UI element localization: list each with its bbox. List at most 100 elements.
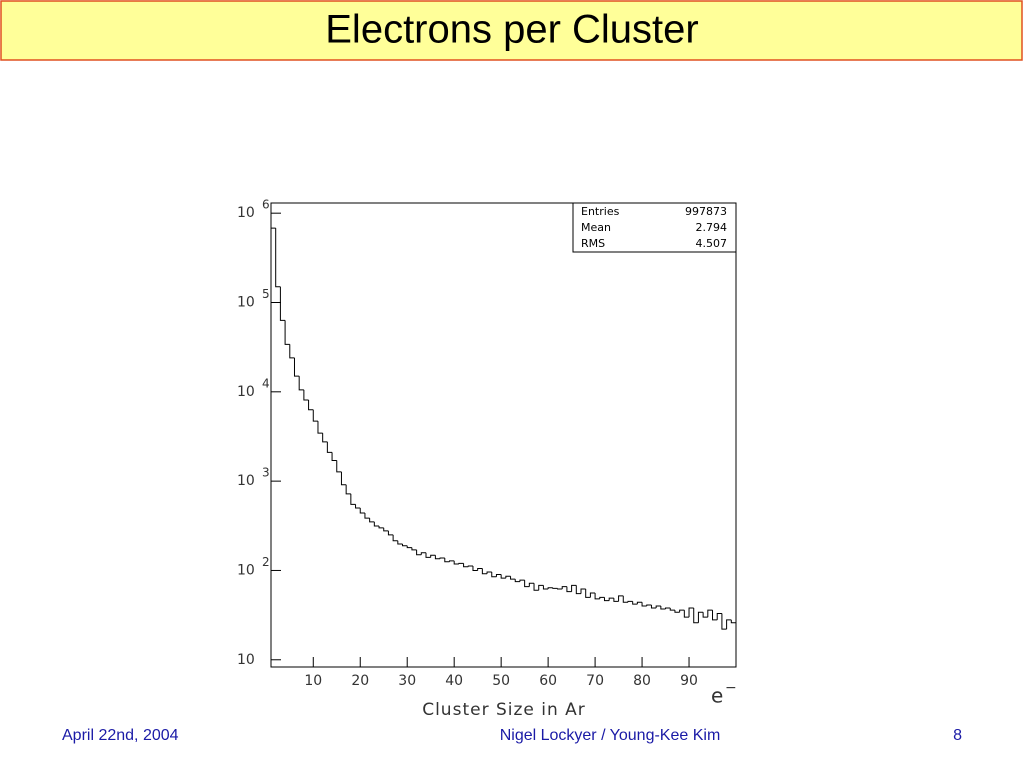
histogram-bin bbox=[387, 530, 394, 536]
histogram-bin bbox=[566, 586, 572, 593]
histogram-bin bbox=[533, 583, 539, 591]
histogram-bin bbox=[486, 571, 492, 574]
histogram-bin bbox=[293, 357, 300, 377]
histogram-bin bbox=[707, 609, 713, 618]
histogram-bin bbox=[603, 597, 610, 602]
y-tick-exponent: 3 bbox=[262, 466, 270, 480]
histogram-bin bbox=[369, 518, 375, 523]
histogram-bin bbox=[359, 508, 365, 514]
histogram-bin bbox=[622, 595, 628, 603]
histogram-bin bbox=[477, 568, 483, 571]
histogram-bin bbox=[538, 584, 544, 591]
histogram-bin bbox=[434, 555, 441, 560]
histogram-bin bbox=[655, 605, 661, 608]
histogram-bin bbox=[406, 545, 412, 549]
stat-value: 2.794 bbox=[696, 221, 728, 234]
histogram-bin bbox=[721, 613, 727, 630]
histogram-bin bbox=[458, 562, 464, 565]
histogram-bin bbox=[472, 566, 478, 571]
histogram-bin bbox=[275, 228, 281, 288]
histogram-bin bbox=[467, 565, 473, 567]
y-tick-exponent: 2 bbox=[262, 555, 270, 569]
histogram-bin bbox=[453, 560, 459, 565]
histogram-bin bbox=[608, 597, 614, 601]
histogram-bin bbox=[519, 579, 525, 582]
footer-date: April 22nd, 2004 bbox=[62, 727, 179, 744]
histogram-bin bbox=[580, 588, 586, 594]
histogram-bin bbox=[702, 612, 708, 618]
histogram-bin bbox=[350, 493, 356, 505]
histogram-bin bbox=[665, 607, 671, 610]
footer-authors: Nigel Lockyer / Young-Kee Kim bbox=[500, 727, 721, 744]
y-tick-label: 10 bbox=[237, 294, 255, 310]
histogram-bin bbox=[444, 557, 450, 563]
stat-label: RMS bbox=[581, 237, 605, 250]
histogram-bin bbox=[585, 588, 591, 598]
histogram-bin bbox=[524, 580, 530, 588]
histogram-bin bbox=[712, 610, 718, 621]
histogram-bin bbox=[660, 605, 666, 610]
histogram-bin bbox=[322, 433, 328, 443]
x-tick-label: 20 bbox=[351, 673, 369, 689]
histogram-bin bbox=[542, 585, 549, 590]
histogram-bin bbox=[326, 441, 333, 453]
histogram-bin bbox=[355, 504, 361, 509]
y-tick-label: 10 bbox=[237, 562, 255, 578]
x-tick-label: 30 bbox=[398, 673, 416, 689]
stat-label: Mean bbox=[581, 221, 611, 234]
histogram-bin bbox=[650, 605, 657, 609]
y-tick-label: 10 bbox=[237, 384, 255, 400]
histogram-bin bbox=[425, 552, 431, 558]
histogram-bin bbox=[693, 607, 699, 624]
y-tick-label: 10 bbox=[237, 205, 255, 221]
plot-frame bbox=[270, 202, 737, 668]
histogram-bin bbox=[289, 344, 295, 359]
histogram-bin bbox=[491, 572, 497, 578]
histogram-bin bbox=[308, 399, 314, 411]
histogram-bin bbox=[416, 549, 422, 556]
histogram-bin bbox=[270, 227, 276, 667]
slide-title: Electrons per Cluster bbox=[325, 8, 698, 52]
histogram-bin bbox=[618, 595, 624, 602]
histogram-bin bbox=[303, 389, 309, 401]
histogram-bin bbox=[448, 560, 455, 562]
histogram-bin bbox=[439, 557, 445, 559]
histogram-bin bbox=[646, 604, 652, 606]
x-axis-label: Cluster Size in Ar bbox=[422, 700, 586, 720]
title-box bbox=[0, 0, 1023, 61]
histogram-bin bbox=[557, 588, 563, 590]
histogram-bin bbox=[726, 619, 732, 630]
stat-value: 997873 bbox=[685, 205, 727, 218]
y-tick-exponent: 6 bbox=[262, 198, 270, 212]
histogram-bin bbox=[688, 607, 694, 618]
histogram-bin bbox=[373, 521, 380, 527]
histogram-bin bbox=[481, 568, 488, 575]
histogram-bin bbox=[697, 611, 704, 623]
y-tick-label: 10 bbox=[237, 473, 255, 489]
histogram-bin bbox=[679, 609, 685, 613]
y-tick-label: 10 bbox=[237, 652, 255, 668]
histogram-bin bbox=[561, 586, 567, 589]
histogram-bin bbox=[298, 376, 304, 391]
histogram-bin bbox=[571, 584, 577, 592]
histogram-bin bbox=[312, 409, 318, 422]
histogram-bin bbox=[392, 534, 398, 542]
histogram-bin bbox=[345, 484, 351, 495]
histogram-bin bbox=[730, 619, 736, 624]
histogram-bin bbox=[284, 320, 290, 345]
histogram-bin bbox=[340, 471, 347, 486]
histogram-bin bbox=[364, 512, 370, 519]
x-tick-label: 10 bbox=[304, 673, 322, 689]
histogram-bin bbox=[613, 598, 619, 602]
histogram-bin bbox=[641, 602, 647, 607]
histogram-bin bbox=[716, 612, 722, 620]
histogram-bin bbox=[632, 601, 638, 605]
histogram-bin bbox=[397, 540, 403, 545]
stats-box bbox=[572, 202, 737, 253]
histogram-bin bbox=[383, 527, 389, 532]
histogram-bin bbox=[514, 579, 520, 583]
histogram-bin bbox=[317, 421, 323, 434]
unit-sup: − bbox=[725, 680, 737, 696]
histogram-bin bbox=[378, 525, 384, 529]
